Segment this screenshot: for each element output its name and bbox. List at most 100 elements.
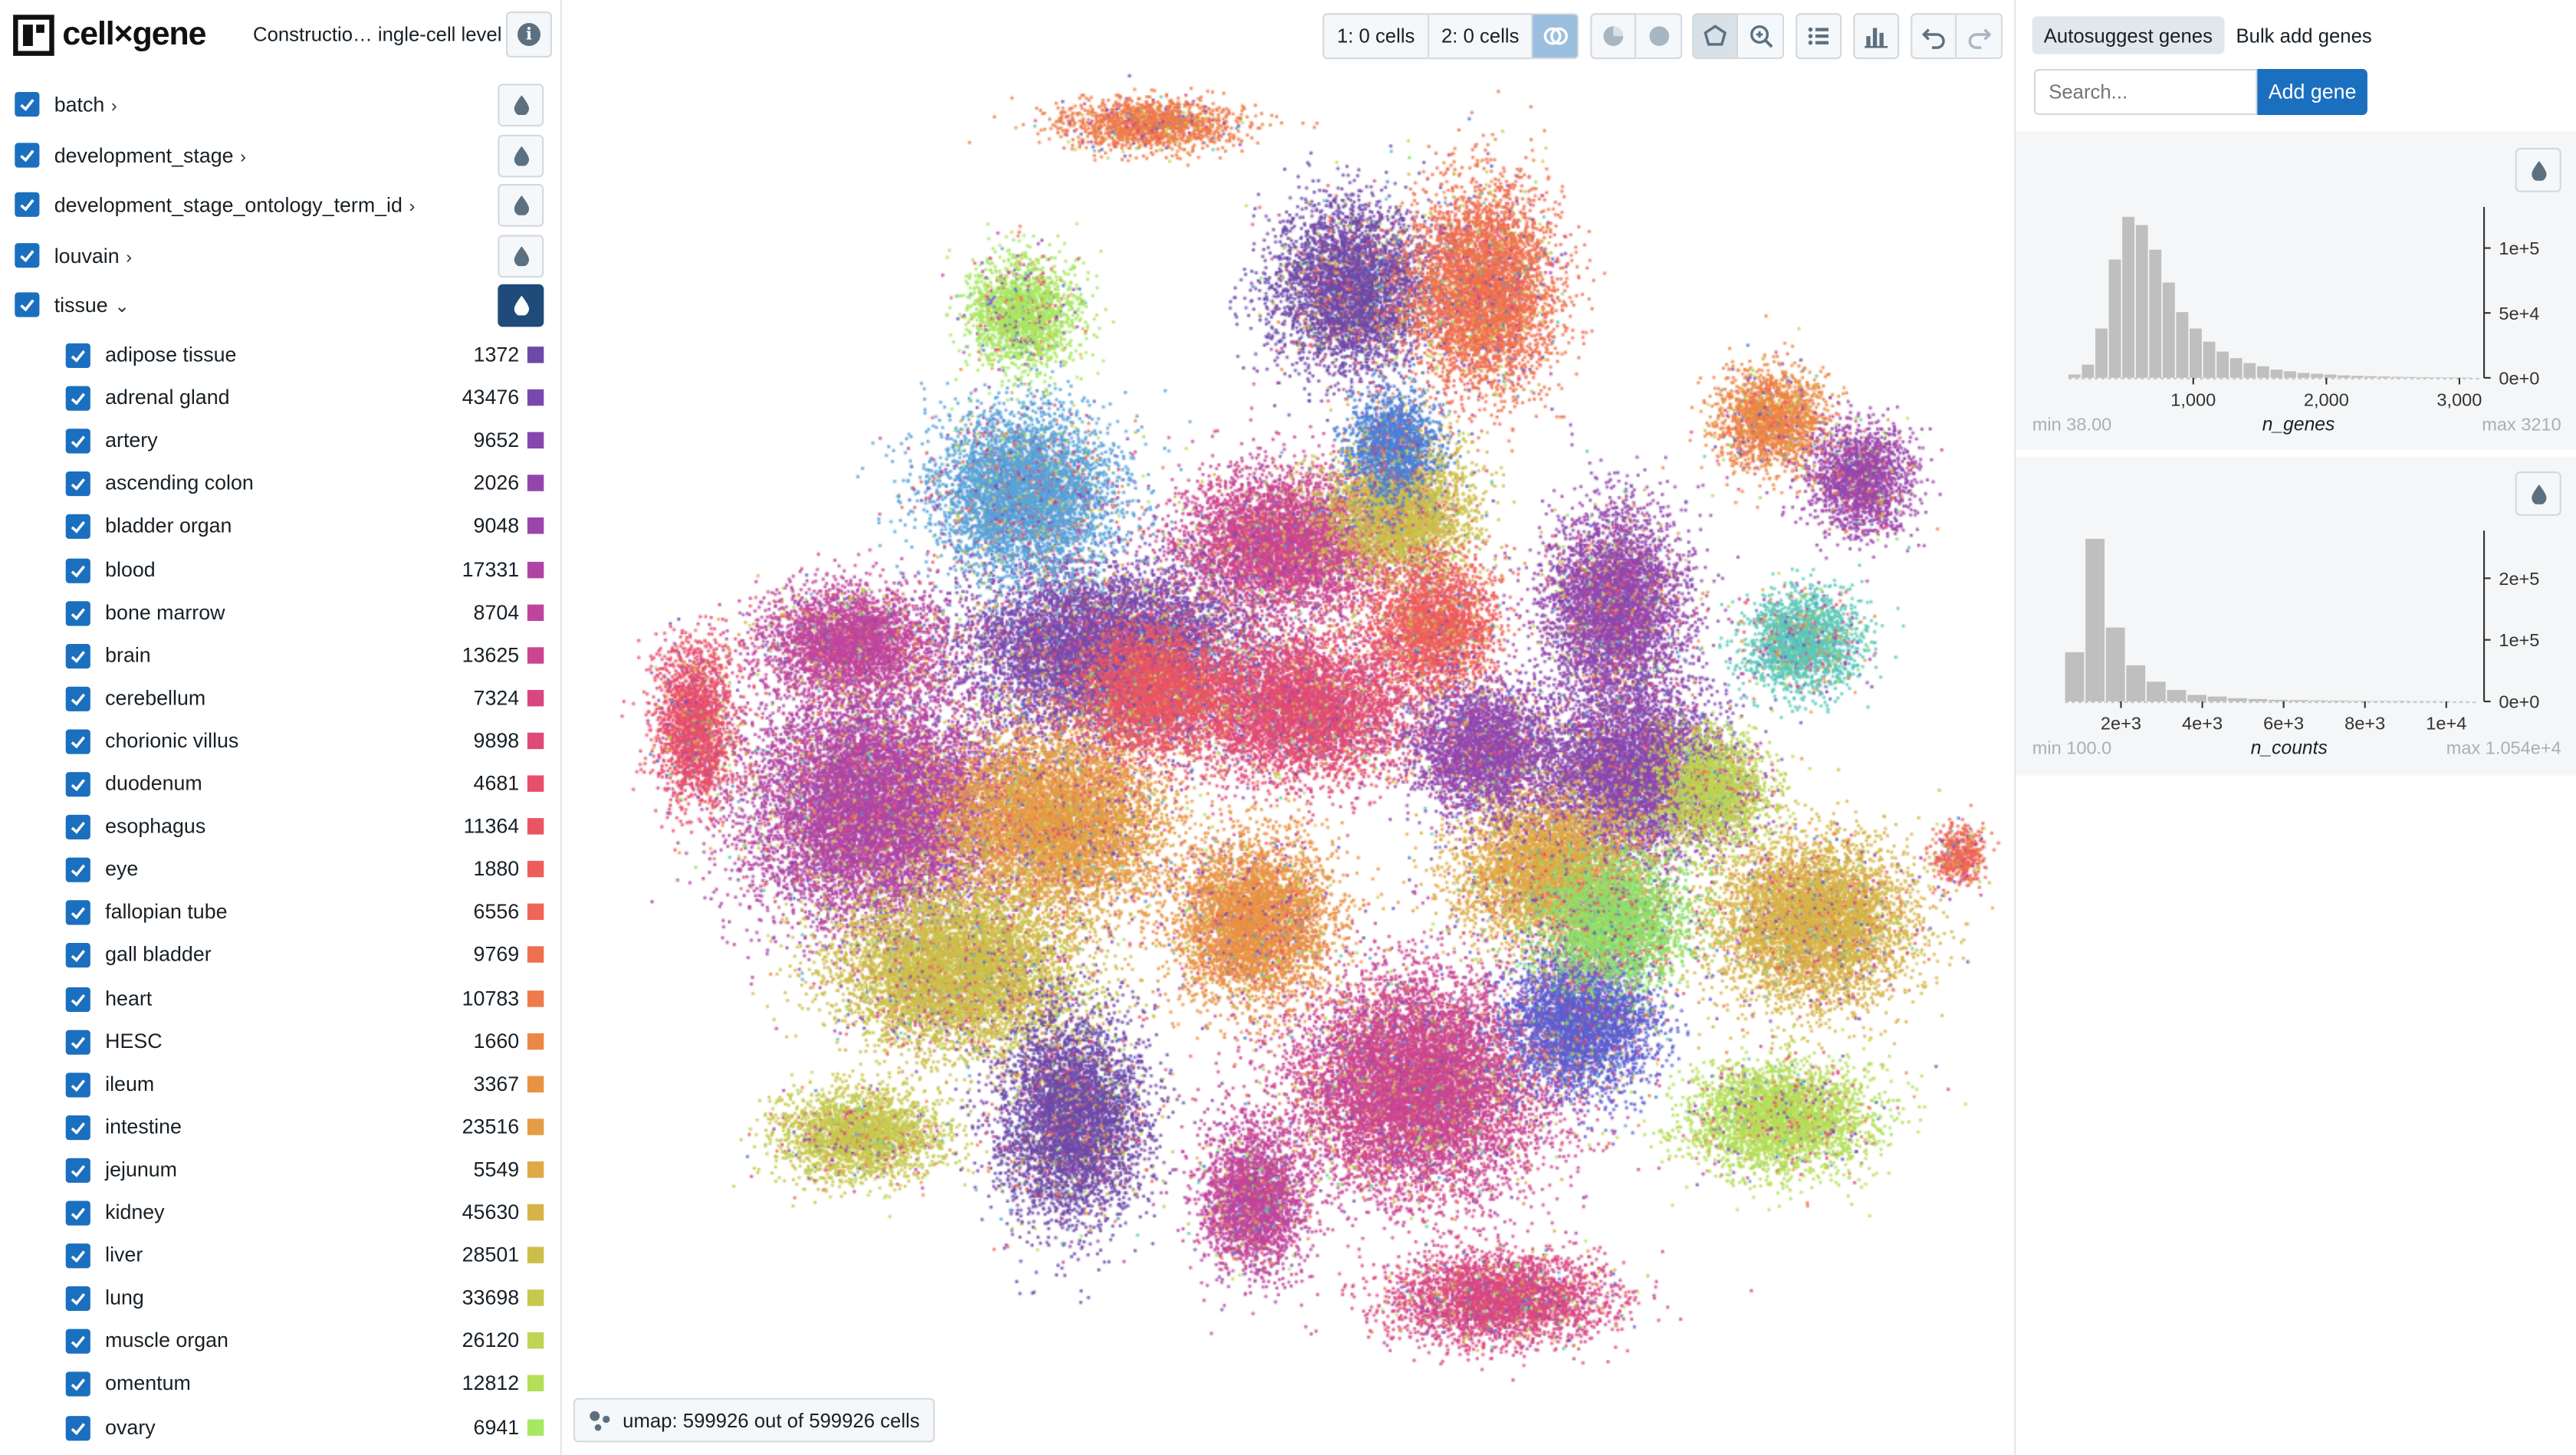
legend-button[interactable] bbox=[1796, 13, 1842, 60]
histogram-chart[interactable]: 2e+5 1e+5 0e+0 2e+3 4e+3 6e+3 8e+3 1e+4 bbox=[2016, 457, 2576, 776]
tissue-value-row[interactable]: brain 13625 bbox=[0, 636, 560, 678]
value-checkbox[interactable] bbox=[65, 643, 90, 668]
tissue-value-row[interactable]: ovary 6941 bbox=[0, 1407, 560, 1450]
category-checkbox[interactable] bbox=[15, 242, 40, 268]
category-checkbox[interactable] bbox=[15, 142, 40, 167]
value-checkbox[interactable] bbox=[65, 943, 90, 969]
color-by-button[interactable] bbox=[498, 133, 544, 177]
value-checkbox[interactable] bbox=[65, 514, 90, 540]
tab-autosuggest-genes[interactable]: Autosuggest genes bbox=[2032, 16, 2224, 54]
value-checkbox[interactable] bbox=[65, 429, 90, 454]
tissue-value-row[interactable]: artery 9652 bbox=[0, 421, 560, 464]
pie-button[interactable] bbox=[1590, 13, 1637, 60]
category-label[interactable]: development_stage_ontology_term_id › bbox=[54, 194, 416, 218]
color-swatch bbox=[527, 517, 544, 535]
tissue-value-row[interactable]: muscle organ 26120 bbox=[0, 1322, 560, 1365]
circle-button[interactable] bbox=[1636, 13, 1683, 60]
tissue-value-row[interactable]: HESC 1660 bbox=[0, 1021, 560, 1064]
value-checkbox[interactable] bbox=[65, 1072, 90, 1097]
info-button[interactable]: i bbox=[506, 11, 553, 58]
tissue-value-row[interactable]: chorionic villus 9898 bbox=[0, 721, 560, 764]
category-label[interactable]: development_stage › bbox=[54, 143, 246, 167]
value-checkbox[interactable] bbox=[65, 1200, 90, 1226]
drop-icon bbox=[513, 296, 528, 317]
value-checkbox[interactable] bbox=[65, 471, 90, 497]
value-checkbox[interactable] bbox=[65, 1158, 90, 1183]
cellset-1-button[interactable]: 1: 0 cells bbox=[1322, 13, 1430, 60]
category-row[interactable]: development_stage_ontology_term_id › bbox=[0, 182, 560, 232]
category-row[interactable]: development_stage › bbox=[0, 133, 560, 182]
zoom-button[interactable] bbox=[1738, 13, 1785, 60]
category-checkbox[interactable] bbox=[15, 92, 40, 117]
tissue-value-row[interactable]: lung 33698 bbox=[0, 1279, 560, 1322]
distribution-button[interactable] bbox=[1853, 13, 1900, 60]
gene-search-input[interactable] bbox=[2033, 69, 2258, 116]
tissue-value-row[interactable]: adrenal gland 43476 bbox=[0, 378, 560, 421]
histogram-chart[interactable]: 1e+5 5e+4 0e+0 1,000 2,000 3,000 bbox=[2016, 131, 2576, 450]
umap-scatterplot[interactable] bbox=[561, 0, 2015, 1455]
tissue-value-row[interactable]: omentum 12812 bbox=[0, 1364, 560, 1407]
value-checkbox[interactable] bbox=[65, 1415, 90, 1440]
color-by-button[interactable] bbox=[498, 234, 544, 278]
histogram-color-button[interactable] bbox=[2515, 147, 2561, 192]
value-checkbox[interactable] bbox=[65, 1029, 90, 1054]
tissue-value-row[interactable]: ascending colon 2026 bbox=[0, 464, 560, 507]
tissue-value-row[interactable]: fallopian tube 6556 bbox=[0, 892, 560, 935]
tissue-value-row[interactable]: eye 1880 bbox=[0, 849, 560, 892]
category-label[interactable]: louvain › bbox=[54, 244, 133, 268]
value-checkbox[interactable] bbox=[65, 815, 90, 840]
tissue-value-row[interactable]: heart 10783 bbox=[0, 978, 560, 1021]
value-checkbox[interactable] bbox=[65, 686, 90, 711]
category-row[interactable]: batch › bbox=[0, 82, 560, 131]
category-checkbox[interactable] bbox=[15, 293, 40, 318]
undo-button[interactable] bbox=[1911, 13, 1957, 60]
category-checkbox[interactable] bbox=[15, 192, 40, 218]
value-checkbox[interactable] bbox=[65, 1329, 90, 1355]
embedding-selector-button[interactable]: umap: 599926 out of 599926 cells bbox=[573, 1398, 935, 1443]
value-checkbox[interactable] bbox=[65, 772, 90, 797]
tissue-value-row[interactable]: ileum 3367 bbox=[0, 1064, 560, 1107]
histogram-bar bbox=[2167, 690, 2187, 702]
value-checkbox[interactable] bbox=[65, 557, 90, 583]
tissue-value-row[interactable]: blood 17331 bbox=[0, 550, 560, 593]
value-checkbox[interactable] bbox=[65, 1286, 90, 1312]
value-checkbox[interactable] bbox=[65, 986, 90, 1011]
value-checkbox[interactable] bbox=[65, 600, 90, 626]
value-checkbox[interactable] bbox=[65, 386, 90, 411]
venn-button[interactable] bbox=[1533, 13, 1579, 60]
tissue-value-row[interactable]: kidney 45630 bbox=[0, 1193, 560, 1236]
color-by-button[interactable] bbox=[498, 84, 544, 127]
value-checkbox[interactable] bbox=[65, 857, 90, 883]
value-checkbox[interactable] bbox=[65, 1115, 90, 1140]
lasso-button[interactable] bbox=[1692, 13, 1739, 60]
value-checkbox[interactable] bbox=[65, 343, 90, 369]
tissue-value-row[interactable]: duodenum 4681 bbox=[0, 764, 560, 806]
tissue-value-row[interactable]: intestine 23516 bbox=[0, 1107, 560, 1150]
value-count: 45630 bbox=[462, 1200, 520, 1224]
histogram-color-button[interactable] bbox=[2515, 471, 2561, 516]
tab-bulk-add-genes[interactable]: Bulk add genes bbox=[2236, 24, 2372, 48]
tissue-value-row[interactable]: bone marrow 8704 bbox=[0, 593, 560, 636]
color-by-button[interactable] bbox=[498, 184, 544, 228]
cellset-2-button[interactable]: 2: 0 cells bbox=[1429, 13, 1533, 60]
color-by-button[interactable] bbox=[498, 284, 544, 328]
tissue-value-row[interactable]: jejunum 5549 bbox=[0, 1150, 560, 1193]
redo-button[interactable] bbox=[1957, 13, 2003, 60]
tissue-value-row[interactable]: liver 28501 bbox=[0, 1236, 560, 1279]
category-label[interactable]: batch › bbox=[54, 94, 117, 117]
category-label[interactable]: tissue ⌄ bbox=[54, 294, 130, 318]
tissue-value-row[interactable]: cerebellum 7324 bbox=[0, 678, 560, 721]
tissue-value-row[interactable]: gall bladder 9769 bbox=[0, 935, 560, 978]
value-checkbox[interactable] bbox=[65, 1372, 90, 1398]
category-row[interactable]: louvain › bbox=[0, 233, 560, 282]
value-checkbox[interactable] bbox=[65, 900, 90, 926]
tissue-value-row[interactable]: bladder organ 9048 bbox=[0, 507, 560, 550]
tissue-value-row[interactable]: esophagus 11364 bbox=[0, 806, 560, 849]
value-checkbox[interactable] bbox=[65, 729, 90, 754]
tissue-value-row[interactable]: adipose tissue 1372 bbox=[0, 335, 560, 378]
bar-chart-icon bbox=[1865, 28, 1888, 48]
value-checkbox[interactable] bbox=[65, 1243, 90, 1269]
add-gene-button[interactable]: Add gene bbox=[2257, 69, 2367, 116]
histogram-bar bbox=[2146, 682, 2166, 702]
category-row[interactable]: tissue ⌄ bbox=[0, 283, 560, 332]
